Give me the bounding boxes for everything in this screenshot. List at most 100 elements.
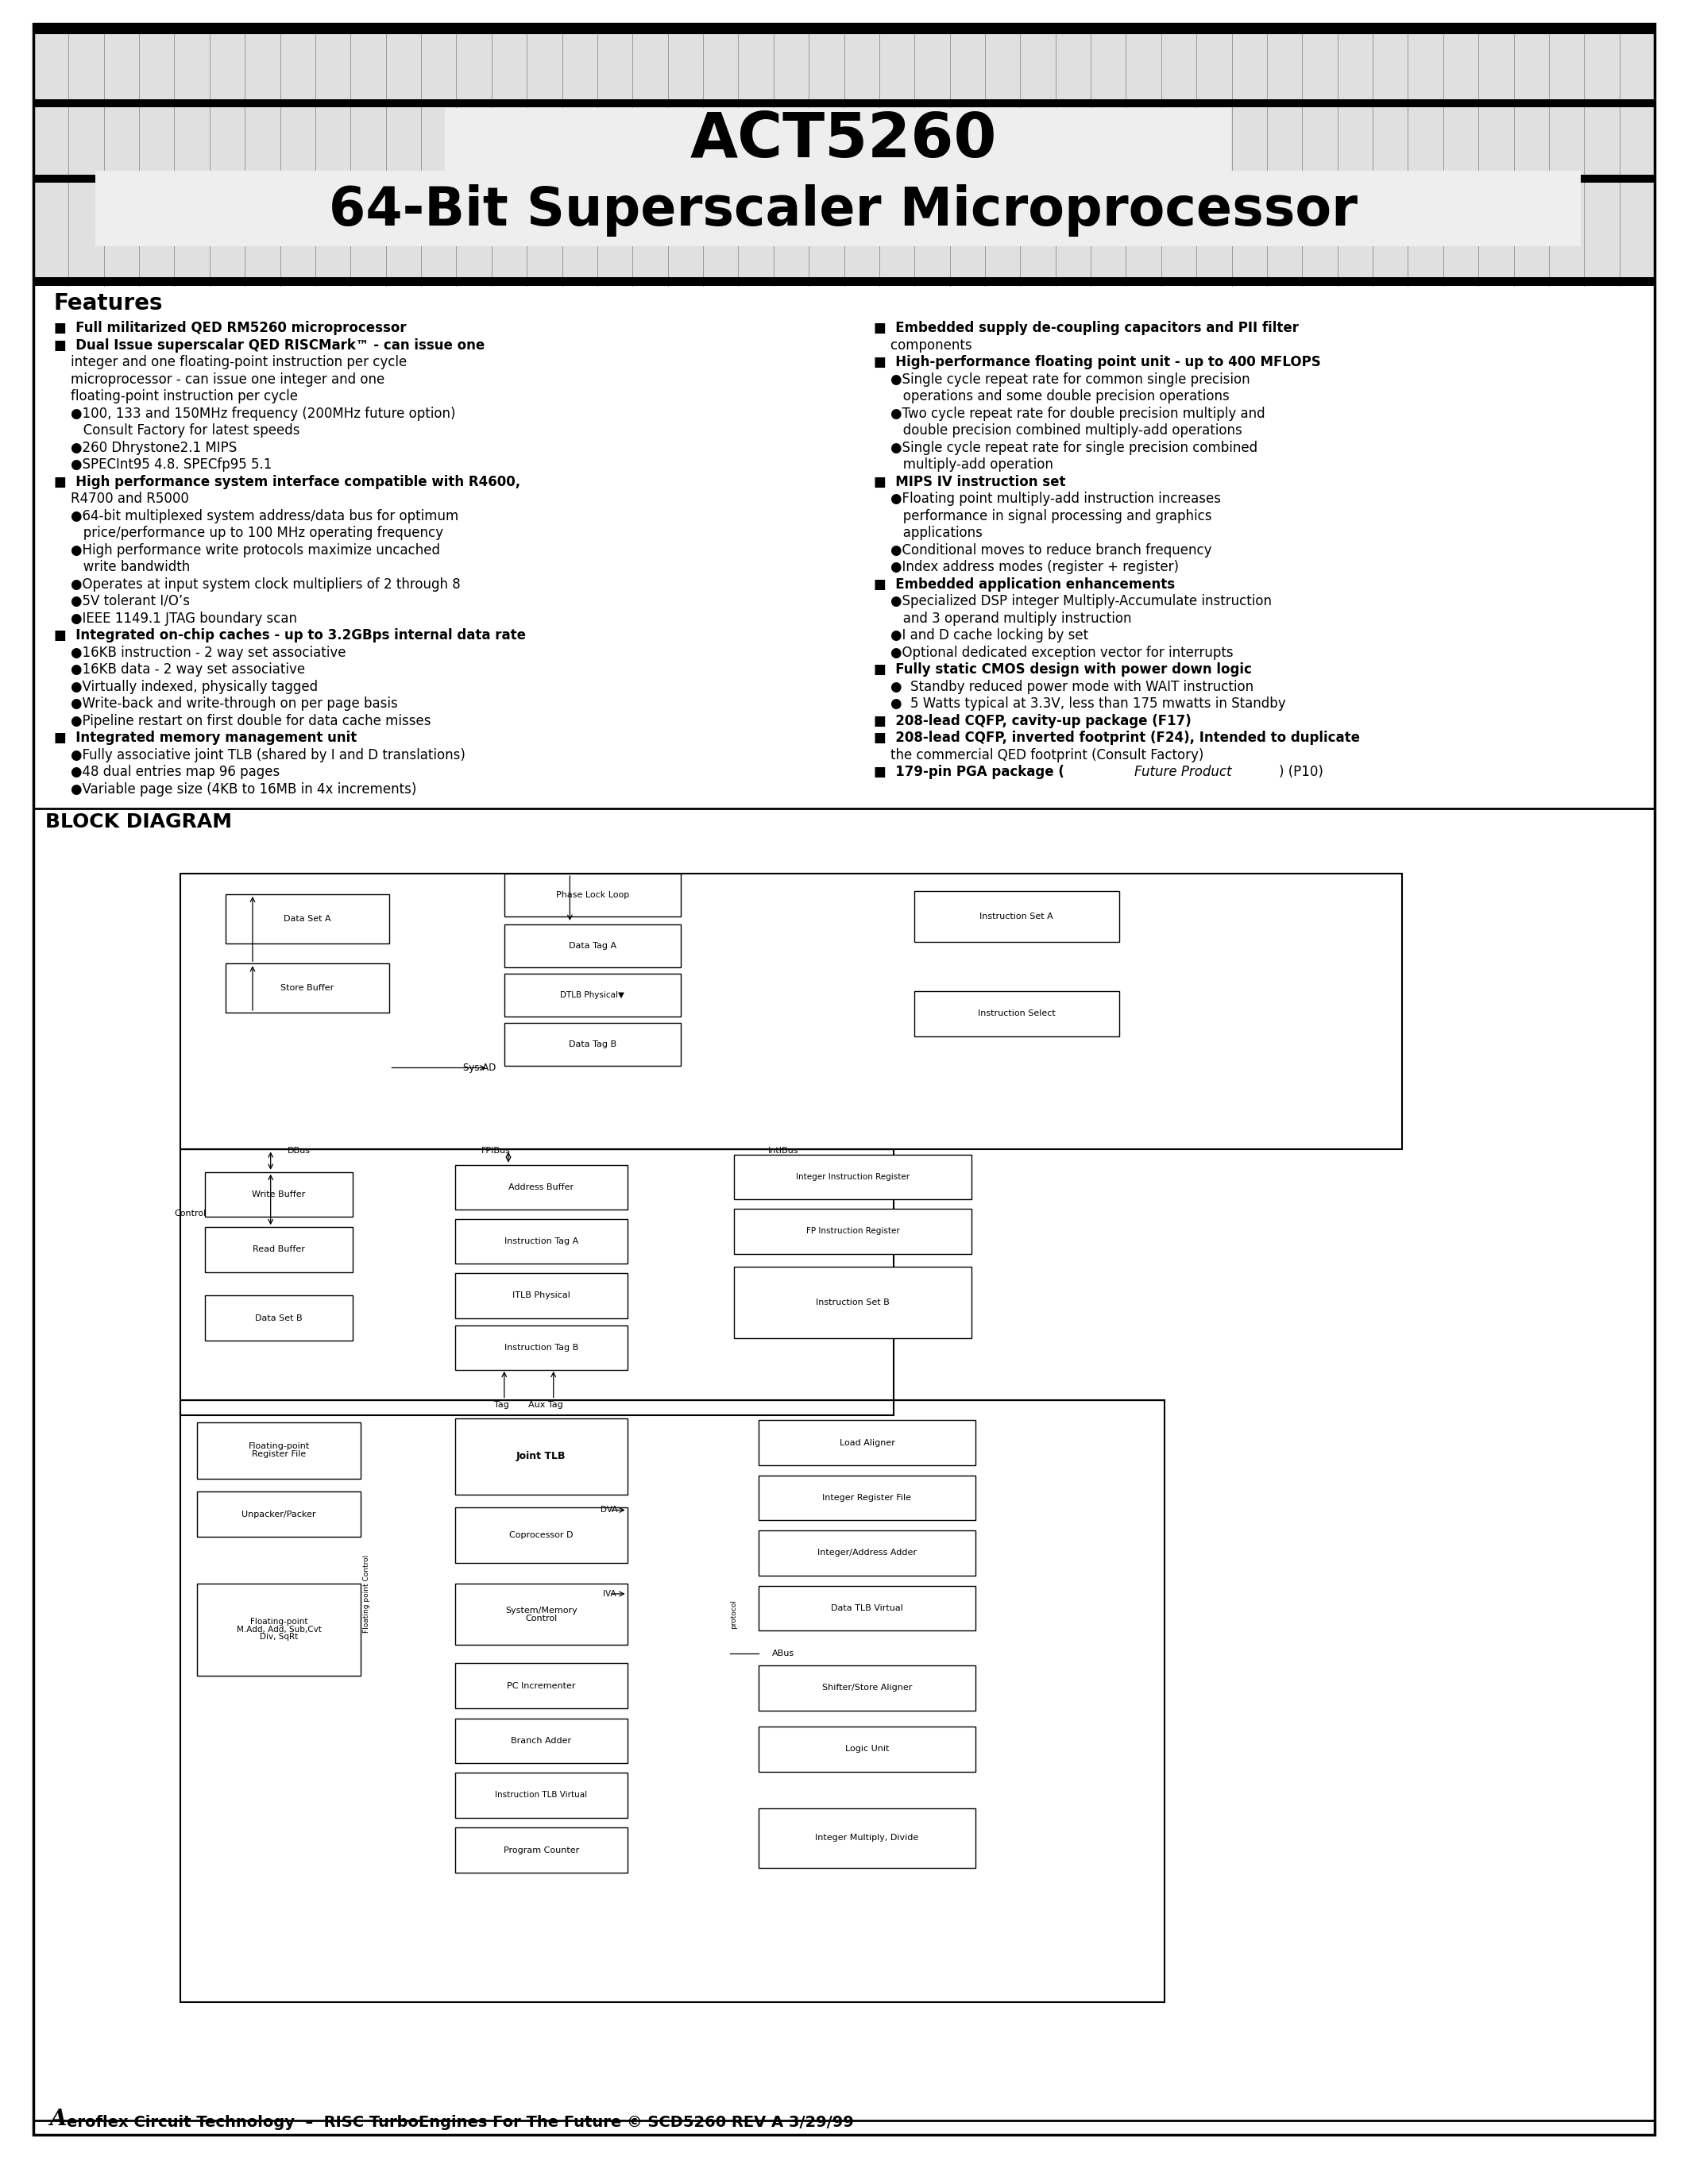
Text: ■  Embedded supply de-coupling capacitors and PII filter: ■ Embedded supply de-coupling capacitors… — [874, 321, 1298, 334]
Text: ●I and D cache locking by set: ●I and D cache locking by set — [874, 629, 1089, 642]
Text: the commercial QED footprint (Consult Factory): the commercial QED footprint (Consult Fa… — [874, 747, 1204, 762]
Text: Floating-point: Floating-point — [250, 1618, 307, 1627]
Bar — [456, 1164, 628, 1210]
Text: Features: Features — [54, 293, 164, 314]
Text: ■  Full militarized QED RM5260 microprocessor: ■ Full militarized QED RM5260 microproce… — [54, 321, 407, 334]
Text: protocol: protocol — [731, 1599, 738, 1629]
Bar — [505, 924, 680, 968]
Text: Integer Instruction Register: Integer Instruction Register — [795, 1173, 910, 1182]
Bar — [34, 277, 1654, 286]
Text: ■  208-lead CQFP, inverted footprint (F24), Intended to duplicate: ■ 208-lead CQFP, inverted footprint (F24… — [874, 732, 1361, 745]
Text: ●Operates at input system clock multipliers of 2 through 8: ●Operates at input system clock multipli… — [54, 577, 461, 592]
Bar — [95, 170, 1580, 247]
Text: ●16KB data - 2 way set associative: ●16KB data - 2 way set associative — [54, 662, 306, 677]
Text: Sys AD: Sys AD — [463, 1064, 496, 1072]
Text: multiply-add operation: multiply-add operation — [874, 456, 1053, 472]
Text: floating-point instruction per cycle: floating-point instruction per cycle — [54, 389, 297, 404]
Text: 64-Bit Superscaler Microprocessor: 64-Bit Superscaler Microprocessor — [329, 183, 1357, 236]
Text: Control: Control — [525, 1614, 557, 1623]
Text: ●  5 Watts typical at 3.3V, less than 175 mwatts in Standby: ● 5 Watts typical at 3.3V, less than 175… — [874, 697, 1286, 710]
Bar — [758, 1728, 976, 1771]
Text: double precision combined multiply-add operations: double precision combined multiply-add o… — [874, 424, 1242, 437]
Text: ■  Fully static CMOS design with power down logic: ■ Fully static CMOS design with power do… — [874, 662, 1252, 677]
Text: Program Counter: Program Counter — [503, 1845, 579, 1854]
Bar — [181, 1149, 893, 1415]
Text: Floating-point: Floating-point — [248, 1441, 309, 1450]
Text: Control: Control — [174, 1210, 206, 1219]
Text: FP Instruction Register: FP Instruction Register — [805, 1227, 900, 1236]
Text: IVA: IVA — [603, 1590, 616, 1599]
Text: DTLB Physical▼: DTLB Physical▼ — [560, 992, 625, 1000]
Text: microprocessor - can issue one integer and one: microprocessor - can issue one integer a… — [54, 371, 385, 387]
Text: Store Buffer: Store Buffer — [280, 985, 334, 992]
Bar — [34, 24, 1654, 286]
Text: components: components — [874, 339, 972, 352]
Text: Data TLB Virtual: Data TLB Virtual — [830, 1605, 903, 1612]
Bar — [505, 874, 680, 917]
Text: DBus: DBus — [287, 1147, 311, 1155]
Bar — [456, 1273, 628, 1319]
Text: FPIBus: FPIBus — [481, 1147, 511, 1155]
Bar — [446, 107, 1231, 173]
Text: Joint TLB: Joint TLB — [517, 1452, 565, 1461]
Text: ■  Integrated memory management unit: ■ Integrated memory management unit — [54, 732, 356, 745]
Bar — [758, 1420, 976, 1465]
Text: Coprocessor D: Coprocessor D — [510, 1531, 574, 1540]
Text: ITLB Physical: ITLB Physical — [511, 1291, 571, 1299]
Text: Instruction Tag B: Instruction Tag B — [505, 1343, 579, 1352]
Text: IntIBus: IntIBus — [768, 1147, 798, 1155]
Text: Load Aligner: Load Aligner — [839, 1439, 895, 1446]
Text: M.Add, Add, Sub,Cvt: M.Add, Add, Sub,Cvt — [236, 1625, 321, 1634]
Bar — [758, 1476, 976, 1520]
Bar — [181, 874, 1403, 1149]
Text: ■  High-performance floating point unit - up to 400 MFLOPS: ■ High-performance floating point unit -… — [874, 356, 1320, 369]
Text: ●Two cycle repeat rate for double precision multiply and: ●Two cycle repeat rate for double precis… — [874, 406, 1264, 422]
Bar — [197, 1492, 361, 1538]
Text: ●48 dual entries map 96 pages: ●48 dual entries map 96 pages — [54, 764, 280, 780]
Text: ■  MIPS IV instruction set: ■ MIPS IV instruction set — [874, 474, 1065, 489]
Text: Integer Register File: Integer Register File — [822, 1494, 912, 1503]
Text: Logic Unit: Logic Unit — [846, 1745, 890, 1754]
Bar — [226, 893, 390, 943]
Text: ■  Dual Issue superscalar QED RISCMark™ - can issue one: ■ Dual Issue superscalar QED RISCMark™ -… — [54, 339, 484, 352]
Text: Floating point Control: Floating point Control — [363, 1555, 370, 1634]
Bar — [197, 1422, 361, 1479]
Text: ●Conditional moves to reduce branch frequency: ●Conditional moves to reduce branch freq… — [874, 544, 1212, 557]
Text: ●Index address modes (register + register): ●Index address modes (register + registe… — [874, 559, 1178, 574]
Text: ●Floating point multiply-add instruction increases: ●Floating point multiply-add instruction… — [874, 491, 1220, 507]
Text: Div, SqRt: Div, SqRt — [260, 1634, 299, 1640]
Bar — [197, 1583, 361, 1675]
Text: Instruction Select: Instruction Select — [977, 1009, 1055, 1018]
Bar — [34, 98, 1654, 107]
Bar — [34, 808, 1654, 2121]
Text: eroflex Circuit Technology  –  RISC TurboEngines For The Future © SCD5260 REV A : eroflex Circuit Technology – RISC TurboE… — [68, 2114, 854, 2129]
Text: ●Virtually indexed, physically tagged: ●Virtually indexed, physically tagged — [54, 679, 317, 695]
Text: ●Optional dedicated exception vector for interrupts: ●Optional dedicated exception vector for… — [874, 644, 1234, 660]
Text: Future Product: Future Product — [1134, 764, 1232, 780]
Text: Integer/Address Adder: Integer/Address Adder — [817, 1548, 917, 1557]
Text: Data Set A: Data Set A — [284, 915, 331, 922]
Text: Shifter/Store Aligner: Shifter/Store Aligner — [822, 1684, 912, 1693]
Bar — [456, 1773, 628, 1817]
Text: BLOCK DIAGRAM: BLOCK DIAGRAM — [46, 812, 231, 832]
Text: ●Single cycle repeat rate for single precision combined: ●Single cycle repeat rate for single pre… — [874, 441, 1258, 454]
Text: ●16KB instruction - 2 way set associative: ●16KB instruction - 2 way set associativ… — [54, 644, 346, 660]
Bar — [734, 1155, 972, 1199]
Text: Data Set B: Data Set B — [255, 1315, 302, 1321]
Bar — [505, 1022, 680, 1066]
Text: integer and one floating-point instruction per cycle: integer and one floating-point instructi… — [54, 356, 407, 369]
Bar — [181, 1400, 1165, 2003]
Text: Instruction Set A: Instruction Set A — [979, 913, 1053, 922]
Text: ■  Embedded application enhancements: ■ Embedded application enhancements — [874, 577, 1175, 592]
Bar — [734, 1267, 972, 1339]
Text: ●5V tolerant I/O’s: ●5V tolerant I/O’s — [54, 594, 189, 609]
Text: ●IEEE 1149.1 JTAG boundary scan: ●IEEE 1149.1 JTAG boundary scan — [54, 612, 297, 625]
Text: Branch Adder: Branch Adder — [511, 1736, 571, 1745]
Text: ■  Integrated on-chip caches - up to 3.2GBps internal data rate: ■ Integrated on-chip caches - up to 3.2G… — [54, 629, 527, 642]
Bar — [456, 1664, 628, 1708]
Bar — [915, 891, 1119, 941]
Text: ●Specialized DSP integer Multiply-Accumulate instruction: ●Specialized DSP integer Multiply-Accumu… — [874, 594, 1271, 609]
Bar — [758, 1531, 976, 1575]
Text: Instruction Tag A: Instruction Tag A — [505, 1238, 579, 1245]
Text: ABus: ABus — [771, 1649, 793, 1658]
